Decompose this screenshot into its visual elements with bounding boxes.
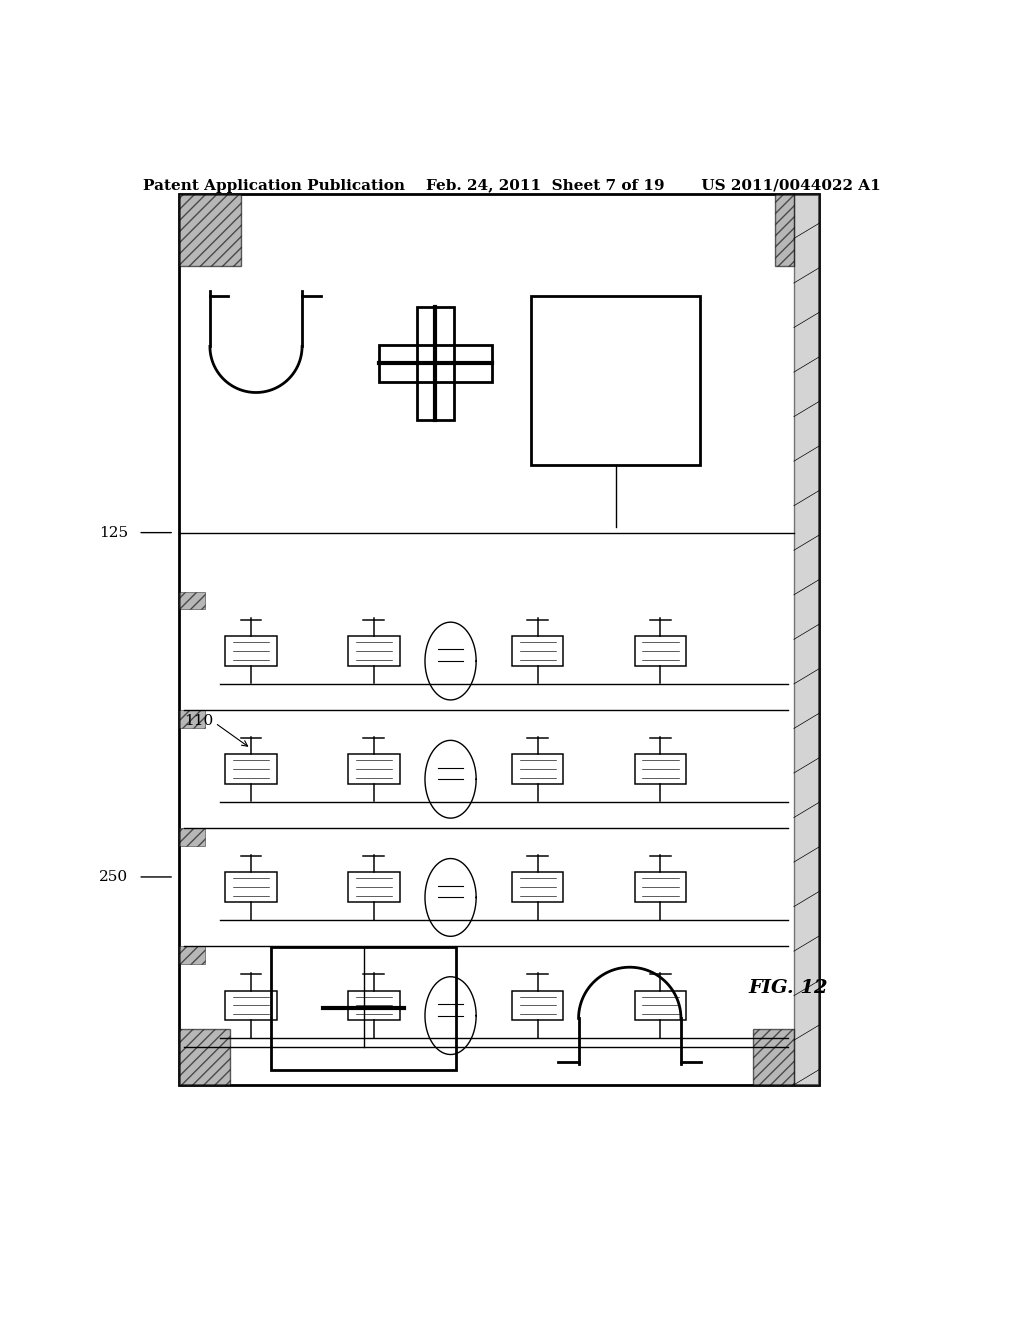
Polygon shape (179, 710, 205, 727)
Polygon shape (179, 194, 241, 265)
Polygon shape (179, 828, 205, 846)
Text: FIG. 12: FIG. 12 (749, 978, 828, 997)
Polygon shape (179, 591, 205, 610)
Text: 250: 250 (99, 870, 128, 884)
Text: Patent Application Publication    Feb. 24, 2011  Sheet 7 of 19       US 2011/004: Patent Application Publication Feb. 24, … (143, 180, 881, 193)
Polygon shape (794, 194, 819, 1085)
Polygon shape (179, 946, 205, 964)
Polygon shape (775, 194, 794, 265)
Text: 110: 110 (184, 714, 214, 729)
Polygon shape (179, 1028, 230, 1085)
Polygon shape (753, 1028, 794, 1085)
Text: 125: 125 (99, 525, 128, 540)
